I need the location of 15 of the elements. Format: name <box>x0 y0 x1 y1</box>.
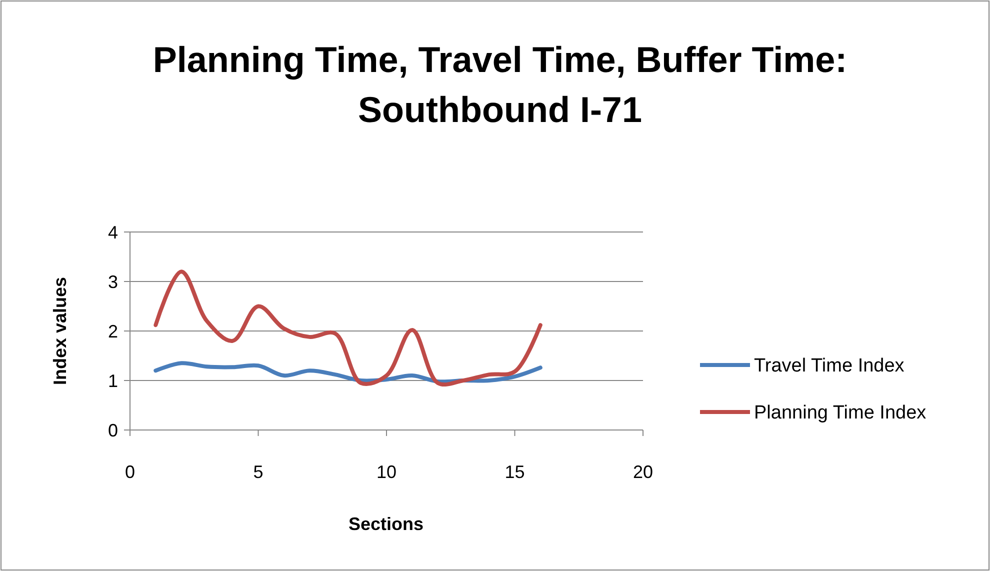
y-tick-label: 3 <box>108 272 118 292</box>
y-axis-title: Index values <box>50 276 70 386</box>
x-tick-label: 5 <box>253 462 264 482</box>
y-tick-label: 0 <box>108 420 118 440</box>
y-tick-label: 1 <box>108 370 118 391</box>
x-tick-label: 20 <box>632 462 654 482</box>
y-tick-label: 2 <box>108 321 118 342</box>
x-axis-title: Sections <box>348 514 424 534</box>
x-tick-label: 0 <box>124 462 136 482</box>
chart-title: Planning Time, Travel Time, Buffer Time: Southbound I-71 <box>152 39 848 130</box>
x-tick-label: 10 <box>376 462 397 482</box>
legend-label: Planning Time Index <box>754 402 927 424</box>
legend-label: Travel Time Index <box>754 356 905 377</box>
y-tick-label: 4 <box>108 222 118 242</box>
x-tick-label: 15 <box>504 462 525 482</box>
